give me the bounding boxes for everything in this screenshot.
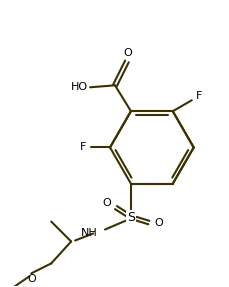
Text: S: S (126, 211, 134, 224)
Text: F: F (79, 142, 86, 152)
Text: O: O (27, 274, 35, 284)
Text: HO: HO (71, 82, 88, 92)
Text: NH: NH (81, 228, 98, 238)
Text: O: O (123, 49, 132, 59)
Text: O: O (102, 198, 111, 208)
Text: F: F (195, 91, 201, 101)
Text: O: O (154, 218, 163, 228)
